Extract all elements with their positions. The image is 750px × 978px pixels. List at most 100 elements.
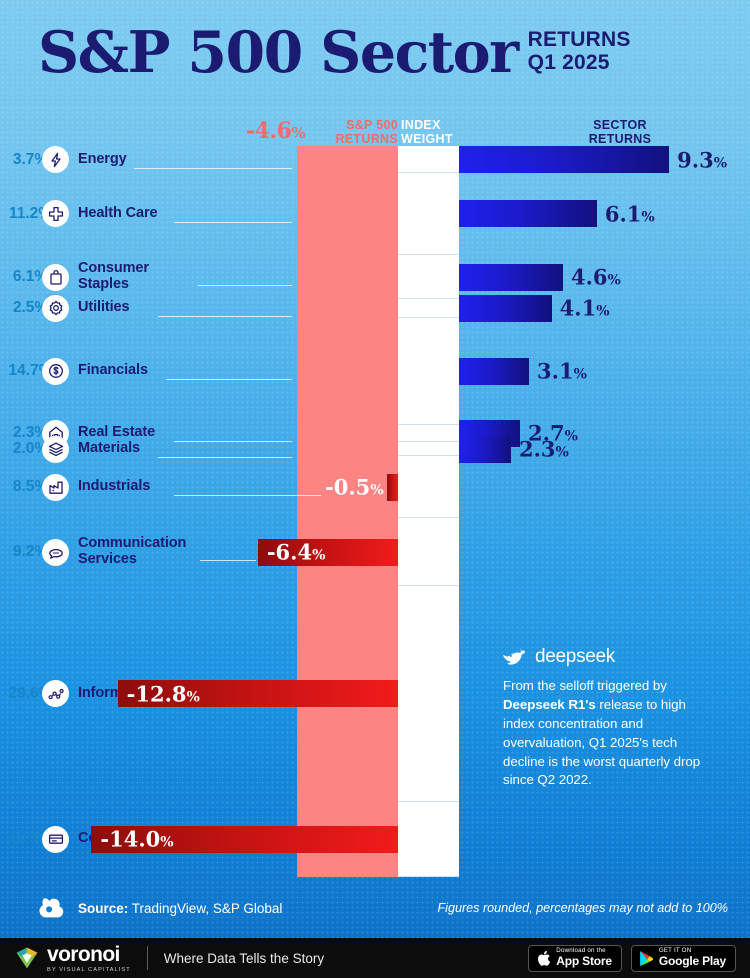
- lightning-bolt-icon: [50, 152, 61, 167]
- sp500-benchmark-band: [297, 146, 398, 877]
- leader-line: [174, 441, 292, 443]
- voronoi-tagline-sub: BY VISUAL CAPITALIST: [47, 966, 131, 973]
- dollar-coin-icon: [48, 364, 63, 379]
- sector-return-bar-positive: [459, 200, 597, 228]
- sector-return-value: -12.8%: [126, 681, 200, 707]
- sector-name-label: Health Care: [78, 204, 158, 221]
- sector-name-label: Financials: [78, 362, 148, 379]
- network-chip-icon: [47, 688, 64, 699]
- sector-name-label: Consumer Staples: [78, 260, 149, 292]
- voronoi-wordmark: voronoi: [47, 942, 120, 966]
- callout-text-part1: From the selloff triggered by: [503, 678, 667, 693]
- index-weight-value: 10.3%: [8, 830, 53, 848]
- index-weight-segment: [398, 456, 459, 519]
- index-weight-value: 11.2%: [8, 204, 53, 222]
- google-play-big-label: Google Play: [658, 953, 726, 968]
- sector-icon-badge: [42, 263, 69, 291]
- shopping-bag-icon: [49, 270, 62, 285]
- index-weight-segment: [398, 585, 459, 802]
- index-weight-segment: [398, 424, 459, 442]
- sector-return-bar-negative: [91, 825, 398, 853]
- medical-cross-icon: [48, 206, 63, 221]
- header-subtitle-line1: RETURNS: [527, 28, 631, 52]
- sector-icon-badge: [42, 825, 69, 853]
- index-weight-value: 2.3%: [12, 424, 49, 442]
- index-weight-value: 2.5%: [12, 299, 49, 317]
- whale-icon: [503, 648, 525, 665]
- sector-return-value: -6.4%: [266, 539, 326, 565]
- index-weight-column-header: INDEX WEIGHT: [401, 118, 461, 147]
- speech-bubble-icon: [48, 548, 63, 559]
- index-weight-segment: [398, 317, 459, 425]
- sector-returns-header-line2: RETURNS: [588, 131, 652, 146]
- sector-return-bar-positive: [459, 294, 552, 322]
- sector-return-bar-positive: [459, 146, 670, 173]
- leader-line: [198, 285, 292, 287]
- google-play-button[interactable]: GET IT ON Google Play: [630, 944, 736, 972]
- sector-return-bar-negative: [117, 680, 398, 708]
- sector-return-value: 9.3%: [677, 147, 728, 172]
- store-badges: Download on the App Store GET IT ON Goog…: [528, 944, 736, 972]
- sector-return-value: 2.7%: [528, 420, 578, 446]
- leader-line: [134, 167, 292, 169]
- deepseek-callout: deepseek From the selloff triggered by D…: [503, 646, 718, 790]
- sector-icon-badge: [42, 435, 69, 463]
- sector-return-value: 4.1%: [559, 295, 610, 321]
- footer-divider: [146, 946, 148, 970]
- sector-name-label: Real Estate: [78, 424, 156, 441]
- callout-text-bold: Deepseek R1's: [503, 696, 596, 712]
- sector-return-bar-negative: [257, 538, 398, 566]
- index-weight-segment: [398, 299, 459, 318]
- index-weight-value: 29.6%: [8, 684, 53, 702]
- deepseek-description: From the selloff triggered by Deepseek R…: [503, 677, 718, 790]
- sector-return-bar-negative: [387, 473, 398, 501]
- callout-text-part2: release to high index concentration and …: [503, 696, 701, 788]
- leader-line: [158, 316, 292, 318]
- sector-name-label: Materials: [78, 440, 140, 457]
- index-weight-segment: [398, 801, 459, 877]
- app-store-big-label: App Store: [556, 953, 612, 968]
- leader-line: [200, 560, 256, 562]
- voronoi-logo[interactable]: voronoi BY VISUAL CAPITALIST: [14, 944, 131, 973]
- sp500-returns-value: -4.6%: [246, 118, 306, 144]
- credit-card-icon: [48, 834, 63, 845]
- index-weight-segment: [398, 254, 459, 300]
- sector-return-bar-positive: [459, 263, 563, 291]
- leader-line: [174, 495, 322, 497]
- header-title-block: S&P 500 Sector RETURNS Q1 2025: [38, 19, 631, 86]
- sector-return-value: 6.1%: [604, 201, 655, 227]
- source-row: Source: TradingView, S&P Global Figures …: [38, 895, 728, 921]
- factory-icon: [48, 481, 63, 495]
- sector-return-value: 4.6%: [570, 264, 621, 290]
- app-store-button[interactable]: Download on the App Store: [528, 944, 622, 972]
- index-weight-segment: [398, 518, 459, 586]
- page-title: S&P 500 Sector: [38, 19, 519, 86]
- index-weight-header-line1: INDEX: [401, 118, 441, 132]
- voronoi-mark-icon: [16, 947, 38, 969]
- sector-icon-badge: [42, 473, 69, 501]
- sector-icon-badge: [42, 680, 69, 708]
- index-weight-segment: [398, 173, 459, 255]
- sector-icon-badge: [42, 200, 69, 228]
- leader-line: [166, 379, 292, 381]
- sector-name-label: Communication Services: [78, 535, 187, 567]
- sector-icon-badge: [42, 146, 69, 173]
- index-weight-column: [398, 146, 459, 877]
- google-play-small-label: GET IT ON: [658, 947, 692, 955]
- google-play-icon: [639, 950, 653, 966]
- index-weight-value: 6.1%: [12, 268, 49, 286]
- sector-return-value: 2.3%: [518, 436, 569, 462]
- sector-icon-badge: [42, 538, 69, 566]
- sector-return-bar-positive: [459, 435, 511, 463]
- sector-return-value: 3.1%: [537, 358, 587, 384]
- sector-return-value: -0.5%: [325, 474, 384, 500]
- index-weight-segment: [398, 146, 459, 174]
- sector-returns-column-header: SECTOR RETURNS: [560, 118, 680, 147]
- sp500-returns-header-line2: RETURNS: [335, 131, 398, 146]
- sp500-returns-column-header: S&P 500 RETURNS: [308, 118, 398, 147]
- deepseek-logo: deepseek: [503, 646, 718, 668]
- leader-line: [174, 221, 292, 223]
- source-text: Source: TradingView, S&P Global: [78, 901, 282, 916]
- index-weight-value: 3.7%: [12, 150, 49, 168]
